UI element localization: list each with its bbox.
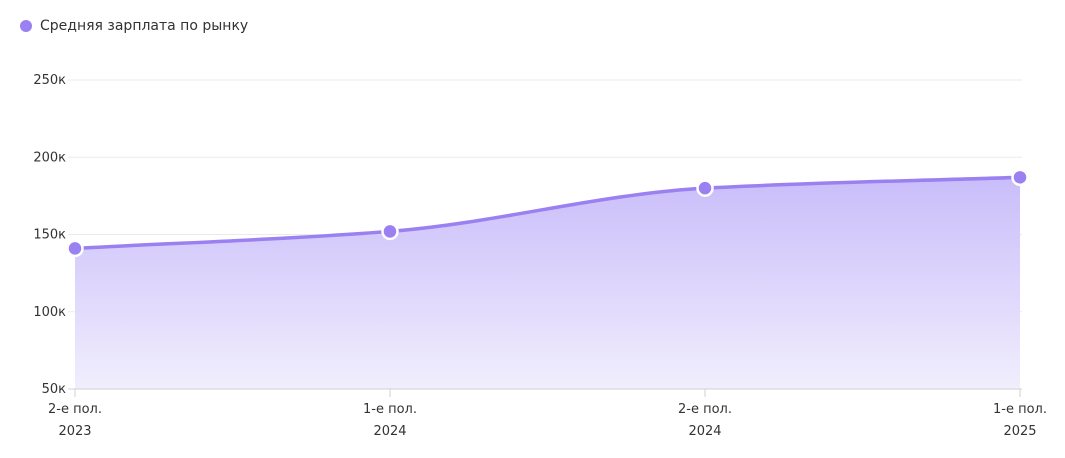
data-point[interactable]: [1011, 168, 1029, 187]
data-point[interactable]: [381, 222, 399, 241]
x-axis: [68, 388, 1022, 397]
legend-swatch: [20, 20, 32, 32]
y-tick-label: 150к: [33, 228, 66, 243]
x-tick-year-label: 2024: [688, 424, 721, 439]
x-tick-label: 2-е пол.: [678, 402, 732, 417]
series-line: [73, 175, 1022, 251]
legend: Средняя зарплата по рынку: [20, 18, 248, 34]
y-tick-label: 250к: [33, 73, 66, 88]
x-axis-labels: 2-е пол. 2023 1-е пол. 2024 2-е пол. 2024 1-е …: [48, 402, 1047, 439]
legend-label: Средняя зарплата по рынку: [40, 18, 249, 34]
data-point[interactable]: [696, 179, 714, 197]
points: [66, 168, 1029, 258]
y-tick-label: 50к: [42, 382, 67, 397]
x-tick-label: 1-е пол.: [993, 402, 1047, 417]
y-tick-label: 200к: [33, 150, 66, 165]
y-axis-labels: 50к 100к 150к 200к 250к: [33, 73, 66, 397]
x-tick-label: 2-е пол.: [48, 402, 102, 417]
x-tick-year-label: 2025: [1003, 424, 1036, 439]
line-layer: [73, 175, 1022, 251]
series-area: [75, 177, 1020, 389]
y-tick-label: 100к: [33, 305, 66, 320]
data-point[interactable]: [66, 239, 84, 258]
x-tick-year-label: 2023: [58, 424, 91, 439]
x-tick-year-label: 2024: [373, 424, 406, 439]
x-tick-label: 1-е пол.: [363, 402, 417, 417]
area-layer: [75, 177, 1020, 389]
